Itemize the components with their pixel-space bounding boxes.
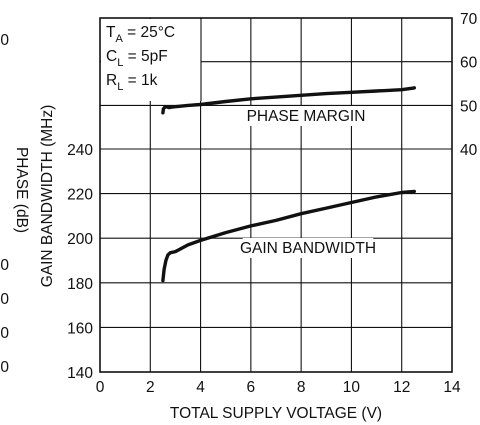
condition-value: = 25°C [123, 24, 175, 41]
y-axis-label-gain-bandwidth: GAIN BANDWIDTH (MHz) [39, 105, 56, 288]
y-right-tick-label: 70 [460, 11, 478, 28]
condition-symbol: T [106, 24, 116, 41]
y-right-tick-label: 40 [460, 142, 478, 159]
y-axis-label-phase: PHASE (dB) [13, 147, 30, 233]
conditions-backing [101, 19, 201, 101]
x-tick-label: 10 [343, 379, 361, 396]
x-tick-label: 0 [96, 379, 105, 396]
condition-value: = 5pF [123, 48, 167, 65]
condition-subscript: A [115, 33, 123, 45]
condition-value: = 1k [123, 72, 157, 89]
x-tick-labels: 0 2 4 6 8 10 12 14 [96, 379, 461, 396]
x-tick-label: 2 [146, 379, 155, 396]
x-tick-label: 8 [297, 379, 306, 396]
clipped-left-label: 0 [0, 291, 9, 308]
clipped-left-label: 0 [0, 325, 9, 342]
condition-subscript: L [117, 57, 123, 69]
clipped-left-label: 0 [0, 32, 9, 49]
condition-line: RL = 1k [106, 72, 158, 93]
series-phase-margin [161, 86, 416, 115]
y-left-tick-label: 200 [67, 231, 93, 248]
condition-line: TA = 25°C [106, 24, 175, 45]
clipped-left-label: 0 [0, 257, 9, 274]
y-left-tick-label: 240 [67, 142, 93, 159]
x-axis-label: TOTAL SUPPLY VOLTAGE (V) [170, 405, 382, 422]
condition-symbol: C [106, 48, 117, 65]
annotation-gain-bandwidth: GAIN BANDWIDTH [240, 240, 376, 257]
condition-subscript: L [117, 81, 123, 93]
y-right-tick-label: 60 [460, 55, 478, 72]
clipped-left-labels: 0 0 0 0 0 [0, 32, 9, 376]
series-gain-bandwidth [161, 189, 416, 283]
y-left-tick-labels: 140 160 180 200 220 240 [67, 142, 93, 382]
x-tick-label: 14 [443, 379, 461, 396]
x-tick-label: 4 [196, 379, 205, 396]
y-left-tick-label: 180 [67, 276, 93, 293]
x-tick-label: 12 [393, 379, 410, 396]
plot-frame [99, 17, 453, 373]
annotation-backing [242, 238, 374, 258]
annotation-backing [249, 106, 363, 126]
series-group [161, 86, 416, 283]
x-tick-label: 6 [247, 379, 256, 396]
clipped-left-label: 0 [0, 359, 9, 376]
y-left-tick-label: 140 [67, 365, 93, 382]
y-left-tick-label: 220 [67, 187, 93, 204]
y-right-tick-label: 50 [460, 98, 478, 115]
annotation-phase-margin: PHASE MARGIN [247, 108, 366, 125]
condition-line: CL = 5pF [106, 48, 168, 69]
condition-symbol: R [106, 72, 117, 89]
y-right-tick-labels: 40 50 60 70 [460, 11, 478, 159]
y-left-tick-label: 160 [67, 320, 93, 337]
annotations: PHASE MARGIN GAIN BANDWIDTH [240, 106, 376, 258]
